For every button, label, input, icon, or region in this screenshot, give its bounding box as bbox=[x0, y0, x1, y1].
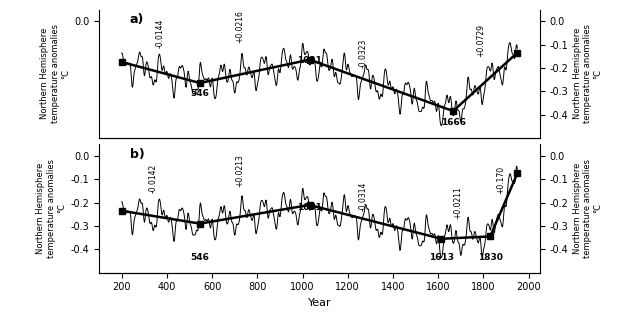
Text: 1666: 1666 bbox=[441, 118, 466, 127]
Text: 546: 546 bbox=[190, 89, 210, 98]
X-axis label: Year: Year bbox=[308, 298, 331, 308]
Y-axis label: Northern Hemisphere
temperature anomalies
°C: Northern Hemisphere temperature anomalie… bbox=[36, 159, 66, 258]
Text: -0.0142: -0.0142 bbox=[149, 164, 158, 193]
Text: +0.170: +0.170 bbox=[496, 166, 505, 194]
Text: 1613: 1613 bbox=[429, 253, 454, 262]
Text: +0.0729: +0.0729 bbox=[477, 24, 486, 57]
Text: +0.0211: +0.0211 bbox=[453, 186, 462, 219]
Text: -0.0323: -0.0323 bbox=[359, 38, 368, 68]
Text: -0.0314: -0.0314 bbox=[359, 181, 368, 211]
Text: +0.0216: +0.0216 bbox=[235, 10, 243, 43]
Text: b): b) bbox=[130, 148, 144, 161]
Y-axis label: Northern Hemisphere
temperature anomalies
°C: Northern Hemisphere temperature anomalie… bbox=[40, 24, 70, 123]
Text: -0.0144: -0.0144 bbox=[155, 19, 165, 48]
Y-axis label: Northern Hemisphere
temperature anomalies
°C: Northern Hemisphere temperature anomalie… bbox=[573, 159, 603, 258]
Text: 1031: 1031 bbox=[297, 56, 322, 65]
Text: 1830: 1830 bbox=[478, 253, 503, 262]
Text: 1031: 1031 bbox=[297, 203, 322, 212]
Text: +0.0213: +0.0213 bbox=[235, 155, 243, 187]
Text: a): a) bbox=[130, 13, 144, 26]
Text: 546: 546 bbox=[190, 253, 210, 262]
Y-axis label: Northern Hemisphere
temperature anomalies
°C: Northern Hemisphere temperature anomalie… bbox=[573, 24, 603, 123]
